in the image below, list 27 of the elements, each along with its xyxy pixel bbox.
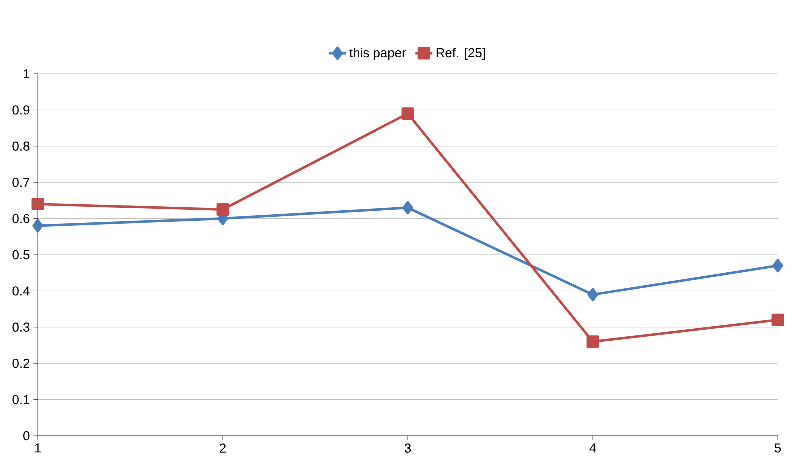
x-tick-label: 2: [220, 444, 226, 453]
y-tick-label: 0.6: [12, 214, 30, 224]
point: [216, 204, 230, 216]
y-tick-label: 0.1: [12, 395, 30, 404]
y-tick-label: 0.4: [12, 286, 30, 296]
legend-label: this paper: [350, 48, 406, 60]
x-tick-label: 3: [404, 444, 412, 453]
x-tick-label: 4: [590, 444, 596, 453]
point: [772, 259, 784, 273]
point: [586, 336, 600, 348]
y-tick-label: 0.5: [12, 250, 30, 260]
point: [32, 219, 44, 233]
y-tick-label: 0.8: [12, 142, 30, 151]
x-tick-label: 5: [774, 444, 782, 453]
point: [588, 288, 598, 302]
point: [32, 198, 44, 211]
point: [402, 108, 414, 120]
y-tick-label: 0.3: [12, 322, 30, 332]
point: [402, 201, 414, 215]
y-tick-label: 1: [24, 70, 30, 78]
point: [772, 314, 784, 326]
x-tick-label: 1: [35, 444, 41, 453]
legend-label: Ref. [25]: [436, 48, 486, 60]
y-tick-label: 0.9: [12, 106, 30, 115]
y-tick-label: 0.7: [12, 178, 30, 188]
y-tick-label: 0.2: [12, 359, 30, 368]
y-tick-label: 0: [24, 431, 30, 441]
